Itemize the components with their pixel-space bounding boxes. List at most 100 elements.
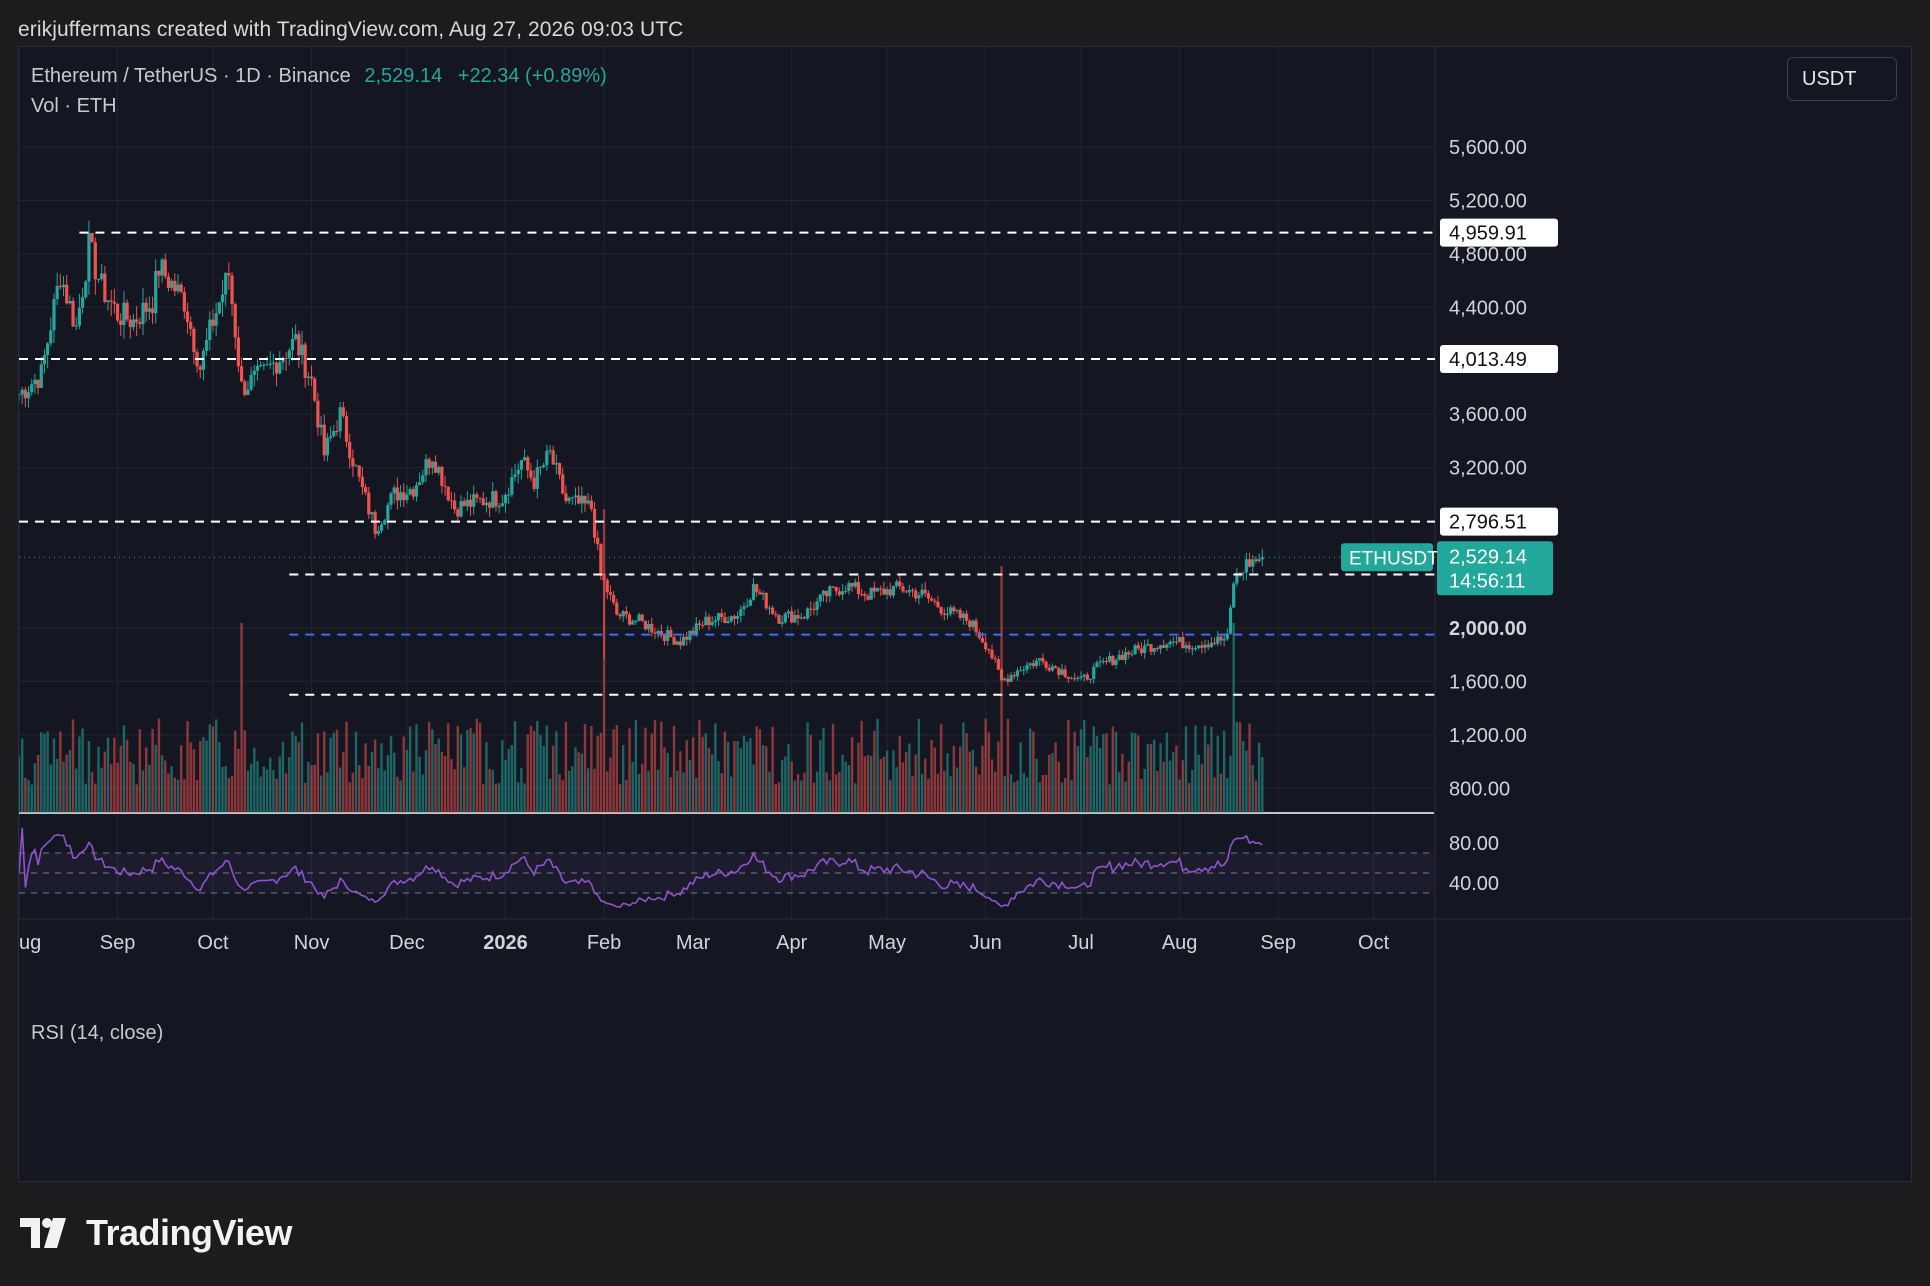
volume-bar bbox=[765, 746, 768, 813]
volume-bar bbox=[389, 736, 393, 813]
candle-body bbox=[39, 364, 43, 388]
candle-body bbox=[522, 457, 527, 461]
volume-bar bbox=[1149, 743, 1153, 813]
volume-bar bbox=[771, 726, 774, 813]
volume-bar bbox=[364, 743, 367, 813]
candle-body bbox=[790, 611, 794, 623]
candle-body bbox=[1139, 648, 1144, 654]
price-tick-label: 5,200.00 bbox=[1449, 191, 1527, 213]
candle-body bbox=[519, 460, 524, 470]
volume-bar bbox=[593, 768, 596, 813]
candle-body bbox=[1165, 644, 1169, 648]
candle-body bbox=[1038, 658, 1042, 661]
candle-body bbox=[1232, 583, 1236, 608]
candle-body bbox=[433, 461, 438, 473]
candle-body bbox=[71, 300, 75, 327]
volume-bar bbox=[1165, 732, 1169, 813]
volume-bar bbox=[84, 783, 87, 813]
candle-body bbox=[764, 592, 768, 609]
volume-bar bbox=[1197, 754, 1200, 813]
volume-bar bbox=[974, 766, 978, 813]
candle-body bbox=[106, 300, 110, 303]
candle-body bbox=[268, 363, 272, 365]
volume-bar bbox=[1229, 755, 1232, 813]
volume-bar bbox=[787, 744, 790, 813]
volume-bar bbox=[1143, 768, 1146, 813]
candle-body bbox=[208, 319, 212, 341]
volume-bar bbox=[459, 734, 463, 813]
volume-bar bbox=[987, 732, 991, 813]
price-chart[interactable]: 4,959.91 4,013.49 2,796.51 800.00 1,200.00 1,… bbox=[19, 47, 1911, 1181]
candle-body bbox=[602, 573, 606, 581]
candle-body bbox=[376, 530, 380, 534]
volume-bar bbox=[246, 770, 250, 813]
candle-body bbox=[1152, 648, 1156, 652]
candle-body bbox=[306, 376, 310, 378]
candle-body bbox=[1057, 668, 1061, 675]
volume-bar bbox=[202, 737, 205, 813]
candle-body bbox=[1209, 642, 1214, 648]
candle-body bbox=[170, 280, 174, 288]
candle-body bbox=[360, 476, 365, 488]
volume-bar bbox=[383, 770, 386, 813]
candle-body bbox=[182, 291, 186, 312]
volume-bar bbox=[1146, 744, 1150, 813]
candle-body bbox=[761, 592, 765, 595]
candle-body bbox=[163, 259, 167, 277]
volume-bar bbox=[393, 752, 396, 813]
candle-body bbox=[1193, 648, 1198, 650]
candle-body bbox=[904, 591, 908, 593]
candle-body bbox=[802, 617, 807, 619]
candle-body bbox=[815, 601, 819, 610]
candle-body bbox=[736, 615, 740, 619]
volume-bar bbox=[1248, 723, 1251, 813]
tradingview-logo[interactable]: TradingView bbox=[20, 1212, 292, 1254]
candle-body bbox=[427, 459, 431, 468]
candle-body bbox=[1254, 559, 1258, 562]
volume-bar bbox=[526, 734, 529, 813]
candle-body bbox=[1244, 559, 1248, 573]
volume-bar bbox=[1035, 758, 1038, 813]
level-label-box bbox=[1440, 507, 1558, 536]
volume-bar bbox=[663, 747, 666, 813]
candle-body bbox=[850, 583, 854, 587]
candle-body bbox=[1143, 645, 1147, 654]
candle-body bbox=[917, 595, 921, 599]
candle-body bbox=[77, 307, 82, 326]
candle-body bbox=[570, 497, 574, 499]
candle-body bbox=[1181, 637, 1185, 649]
volume-bar bbox=[52, 738, 56, 813]
chart-panel[interactable]: 4,959.91 4,013.49 2,796.51 800.00 1,200.00 1,… bbox=[18, 46, 1912, 1182]
volume-bar bbox=[345, 721, 348, 813]
candle-body bbox=[907, 589, 911, 593]
candle-body bbox=[923, 589, 927, 594]
candle-body bbox=[694, 623, 698, 634]
volume-bar bbox=[857, 742, 860, 813]
candle-body bbox=[138, 322, 142, 325]
volume-bar bbox=[529, 725, 533, 813]
rsi-tick-label: 80.00 bbox=[1449, 833, 1499, 855]
candle-body bbox=[869, 587, 873, 600]
volume-bar bbox=[920, 773, 924, 813]
volume-bar bbox=[485, 742, 488, 813]
level-label: 4,013.49 bbox=[1449, 349, 1527, 371]
candle-body bbox=[640, 614, 644, 621]
volume-bar bbox=[24, 777, 27, 813]
volume-bar bbox=[621, 744, 625, 813]
candle-body bbox=[497, 506, 501, 508]
volume-bar bbox=[768, 771, 771, 813]
candle-body bbox=[395, 487, 399, 501]
volume-bar bbox=[1261, 757, 1264, 813]
volume-bar bbox=[138, 729, 142, 813]
volume-bar bbox=[437, 738, 440, 813]
candle-body bbox=[1111, 655, 1115, 665]
volume-bar bbox=[873, 730, 876, 813]
candle-body bbox=[615, 602, 619, 615]
currency-button[interactable]: USDT bbox=[1787, 57, 1897, 101]
volume-bar bbox=[583, 724, 587, 813]
candle-body bbox=[1028, 663, 1032, 666]
volume-bar bbox=[173, 777, 177, 813]
volume-bar bbox=[494, 783, 498, 813]
volume-bar bbox=[679, 751, 682, 813]
candle-body bbox=[678, 641, 682, 646]
